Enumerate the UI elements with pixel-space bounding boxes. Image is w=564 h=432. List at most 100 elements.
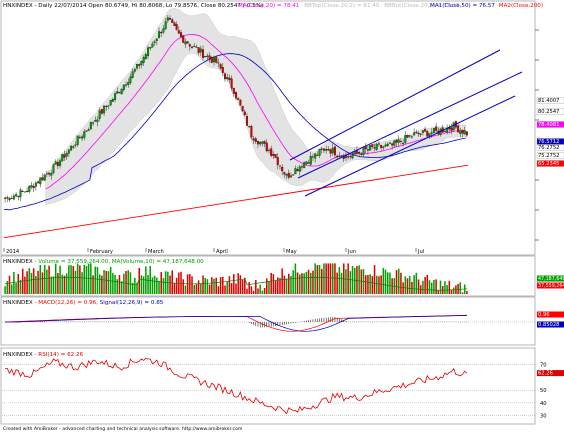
rsi-title: HNXINDEX - RSI(14) = 62.26 [3, 352, 84, 358]
rsi-line [5, 357, 468, 415]
macd-layer [2, 314, 535, 332]
candle-body [421, 130, 424, 133]
candle-body [193, 45, 196, 47]
price-axis-label: 81.4007 [538, 98, 559, 104]
macd-pane [0, 296, 536, 346]
trend-channel-line [289, 49, 501, 161]
candle-body [294, 168, 297, 175]
candle-body [175, 24, 178, 30]
ma200-line [3, 164, 469, 239]
candle-body [142, 57, 145, 63]
candle-body [74, 144, 77, 146]
candle-body [153, 41, 156, 43]
candle-body [283, 172, 286, 175]
candle-body [208, 55, 211, 59]
candle-body [120, 89, 123, 95]
candle-body [133, 69, 136, 72]
candle-body [232, 87, 235, 94]
candle-body [404, 135, 407, 143]
candle-body [164, 21, 167, 30]
price-axis-box [536, 97, 564, 104]
x-tick-label: May [286, 249, 297, 255]
candle-body [32, 186, 35, 189]
candle-body [270, 148, 273, 156]
candle-body [415, 131, 418, 134]
candle-body [45, 173, 48, 175]
macd-signal-line [5, 315, 467, 332]
macd-axis-box [537, 321, 564, 328]
candle-body [347, 156, 350, 158]
candle-body [180, 32, 183, 37]
candle-body [430, 132, 433, 134]
candle-body [386, 143, 389, 146]
candle-body [461, 129, 464, 134]
candle-body [237, 98, 240, 100]
candle-body [199, 48, 202, 53]
candle-body [206, 55, 209, 57]
candle-body [281, 166, 284, 172]
candle-body [311, 156, 314, 158]
candle-body [103, 105, 106, 114]
candle-body [43, 174, 46, 181]
candle-body [408, 135, 411, 137]
candle-body [287, 172, 290, 178]
candle-body [204, 56, 207, 58]
candle-body [369, 145, 372, 151]
volume-title: HNXINDEX - Volume = 37,559,264.00, MA(Vo… [3, 259, 204, 265]
candle-body [316, 154, 319, 156]
rsi-axis-label: 70 [540, 363, 547, 369]
candle-body [138, 64, 141, 66]
candle-body [98, 110, 101, 119]
candle-body [272, 154, 275, 156]
candle-body [377, 143, 380, 145]
candle-body [50, 173, 53, 176]
price-axis-box [536, 108, 564, 115]
candle-body [131, 71, 134, 78]
candle-body [171, 19, 174, 23]
candle-body [239, 99, 242, 106]
trend-channel-line [304, 95, 516, 197]
volume-layer [4, 263, 468, 294]
price-layer [3, 8, 523, 252]
rsi-layer [2, 357, 535, 416]
x-tick-label: Jul [417, 249, 424, 255]
candle-body [327, 149, 330, 151]
candle-body [224, 73, 227, 80]
rsi-axis-label: 62.26 [538, 371, 553, 377]
candle-body [349, 156, 352, 158]
candle-body [81, 136, 84, 139]
candle-body [30, 185, 33, 188]
candle-body [285, 173, 288, 176]
volume-axis-label: 47,187,648 [538, 276, 564, 282]
candle-body [303, 162, 306, 168]
candle-body [147, 47, 150, 57]
x-tick-label: March [148, 249, 164, 255]
candle-body [254, 138, 257, 142]
candle-body [261, 141, 264, 144]
candle-body [375, 143, 378, 150]
candle-body [186, 41, 189, 44]
candle-body [6, 197, 9, 199]
candle-body [292, 174, 295, 176]
x-axis-labels: 2014 February March April May Jun Jul [6, 249, 424, 255]
candle-body [276, 157, 279, 166]
ma-legend: MA1(Close,50) = 76.57 MA2(Close,200) [430, 3, 543, 9]
candle-body [160, 32, 163, 34]
ma1-legend: MA1(Close,50) = 76.57 [430, 3, 495, 9]
bollinger-band [45, 8, 466, 206]
candle-body [351, 154, 354, 159]
candle-body [19, 189, 22, 198]
price-axis-box [536, 160, 564, 167]
candle-body [197, 47, 200, 53]
candle-body [89, 122, 92, 130]
candle-body [65, 153, 68, 157]
candle-body [114, 93, 117, 101]
candle-body [78, 136, 81, 138]
volume-pane [0, 255, 536, 297]
candle-body [391, 143, 394, 146]
candle-body [234, 91, 238, 99]
candle-body [380, 144, 383, 148]
volume-ma-line [5, 277, 467, 291]
